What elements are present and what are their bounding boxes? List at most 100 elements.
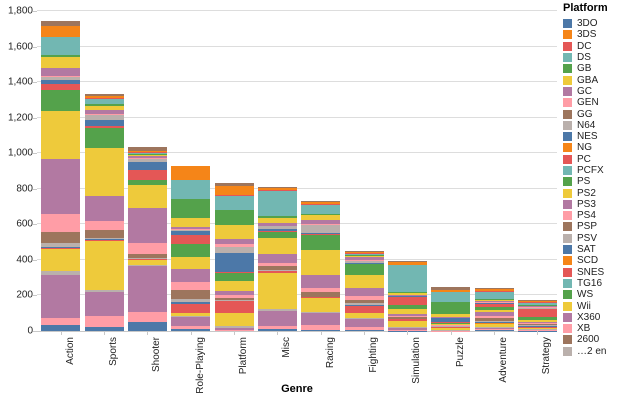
bar-segment-2600[interactable] — [301, 200, 341, 202]
bar-segment-pc[interactable] — [84, 126, 124, 128]
bar-segment-ds[interactable] — [344, 253, 384, 256]
bar-segment-psp[interactable] — [387, 316, 427, 320]
bar-segment-snes[interactable] — [387, 319, 427, 322]
bar-segment-snes[interactable] — [431, 326, 471, 328]
bar-segment-n64[interactable] — [387, 295, 427, 297]
bar-segment-x360[interactable] — [214, 328, 254, 330]
bar-segment-x360[interactable] — [41, 274, 81, 318]
bar-segment-ps[interactable] — [301, 235, 341, 251]
bar-segment-ps2[interactable] — [344, 275, 384, 288]
bar-segment-ds[interactable] — [517, 302, 557, 305]
bar-segment-xone[interactable] — [474, 329, 514, 331]
bar-segment-xone[interactable] — [171, 328, 211, 331]
bar-segment-psv[interactable] — [431, 326, 471, 327]
bar-segment-gc[interactable] — [41, 68, 81, 76]
bar-segment-gc[interactable] — [301, 220, 341, 225]
bar-segment-xb[interactable] — [474, 329, 514, 330]
bar-segment-nes[interactable] — [344, 262, 384, 264]
bar-segment-2600[interactable] — [344, 251, 384, 252]
bar-segment-gb[interactable] — [344, 255, 384, 256]
bar-segment-n64[interactable] — [431, 317, 471, 318]
bar-segment-psv[interactable] — [127, 258, 167, 259]
bar-segment-ps[interactable] — [431, 322, 471, 324]
bar-segment-pc[interactable] — [301, 234, 341, 236]
bar-segment-psv[interactable] — [84, 237, 124, 239]
bar-segment-n64[interactable] — [517, 307, 557, 309]
bar-segment-gc[interactable] — [344, 257, 384, 260]
bar-segment-psv[interactable] — [214, 300, 254, 302]
bar-segment-n64[interactable] — [301, 224, 341, 233]
bar-segment-snes[interactable] — [257, 271, 297, 274]
bar-segment-wiiu[interactable] — [171, 316, 211, 318]
bar-segment-gb[interactable] — [301, 214, 341, 216]
bar-segment-gen[interactable] — [301, 224, 341, 225]
bar-segment-n64[interactable] — [474, 302, 514, 303]
bar-segment-xone[interactable] — [387, 330, 427, 331]
bar-segment-ds[interactable] — [431, 292, 471, 303]
bar-segment-ps2[interactable] — [127, 184, 167, 208]
bar-segment-gba[interactable] — [517, 305, 557, 307]
bar-segment-ds[interactable] — [41, 36, 81, 56]
bar-segment-ps3[interactable] — [387, 314, 427, 317]
bar-segment-gc[interactable] — [171, 227, 211, 229]
bar-segment-nes[interactable] — [214, 253, 254, 273]
bar-segment-ps2[interactable] — [474, 310, 514, 313]
bar-segment-gba[interactable] — [214, 225, 254, 240]
bar-segment-ds[interactable] — [301, 204, 341, 215]
bar-segment-psv[interactable] — [344, 303, 384, 305]
bar-segment-xb[interactable] — [387, 329, 427, 331]
bar-segment-n64[interactable] — [127, 158, 167, 162]
bar-segment-snes[interactable] — [214, 301, 254, 313]
bar-segment-x360[interactable] — [431, 330, 471, 331]
bar-segment-psv[interactable] — [517, 325, 557, 326]
bar-segment-wiiu[interactable] — [387, 326, 427, 328]
bar-segment-wiiu[interactable] — [41, 270, 81, 275]
bar-segment-xone[interactable] — [41, 324, 81, 331]
bar-segment-ps[interactable] — [214, 272, 254, 282]
bar-segment-gen[interactable] — [171, 228, 211, 230]
bar-segment-2600[interactable] — [257, 187, 297, 189]
bar-segment-n64[interactable] — [214, 246, 254, 254]
bar-segment-wii[interactable] — [431, 327, 471, 331]
bar-segment-x360[interactable] — [171, 317, 211, 327]
bar-segment-wii[interactable] — [127, 260, 167, 266]
bar-segment-wiiu[interactable] — [127, 265, 167, 267]
bar-segment-psp[interactable] — [257, 265, 297, 271]
bar-segment-gba[interactable] — [127, 154, 167, 157]
bar-segment-3ds[interactable] — [387, 261, 427, 266]
bar-segment-3ds[interactable] — [84, 95, 124, 98]
bar-segment-gb[interactable] — [214, 209, 254, 226]
bar-segment-ps3[interactable] — [431, 324, 471, 325]
bar-segment-snes[interactable] — [301, 296, 341, 299]
bar-segment-ds[interactable] — [387, 265, 427, 292]
bar-segment-dc[interactable] — [127, 152, 167, 153]
bar-segment-wiiu[interactable] — [344, 317, 384, 319]
bar-segment-wiiu[interactable] — [214, 325, 254, 329]
bar-segment-dc[interactable] — [474, 291, 514, 292]
bar-segment-dc[interactable] — [41, 36, 81, 37]
bar-segment-x360[interactable] — [474, 327, 514, 330]
bar-segment-3ds[interactable] — [344, 251, 384, 253]
bar-segment-snes[interactable] — [344, 305, 384, 313]
bar-segment-pc[interactable] — [344, 263, 384, 264]
bar-segment-pc[interactable] — [171, 235, 211, 244]
bar-segment-wii[interactable] — [171, 312, 211, 317]
bar-segment-dc[interactable] — [344, 252, 384, 254]
bar-segment-3ds[interactable] — [41, 25, 81, 37]
bar-segment-psv[interactable] — [301, 296, 341, 297]
bar-segment-ps4[interactable] — [214, 295, 254, 298]
bar-segment-ps4[interactable] — [387, 316, 427, 317]
bar-segment-pc[interactable] — [127, 170, 167, 180]
bar-segment-gb[interactable] — [431, 302, 471, 315]
bar-segment-ps3[interactable] — [474, 312, 514, 316]
bar-segment-x360[interactable] — [344, 318, 384, 328]
bar-segment-nes[interactable] — [431, 317, 471, 323]
bar-segment-xone[interactable] — [84, 327, 124, 331]
bar-segment-ps[interactable] — [84, 128, 124, 148]
bar-segment-ps3[interactable] — [517, 322, 557, 324]
bar-segment-sat[interactable] — [171, 302, 211, 305]
bar-segment-psp[interactable] — [301, 291, 341, 297]
bar-segment-3ds[interactable] — [301, 201, 341, 205]
bar-segment-wiiu[interactable] — [257, 308, 297, 311]
bar-segment-ds[interactable] — [257, 190, 297, 217]
